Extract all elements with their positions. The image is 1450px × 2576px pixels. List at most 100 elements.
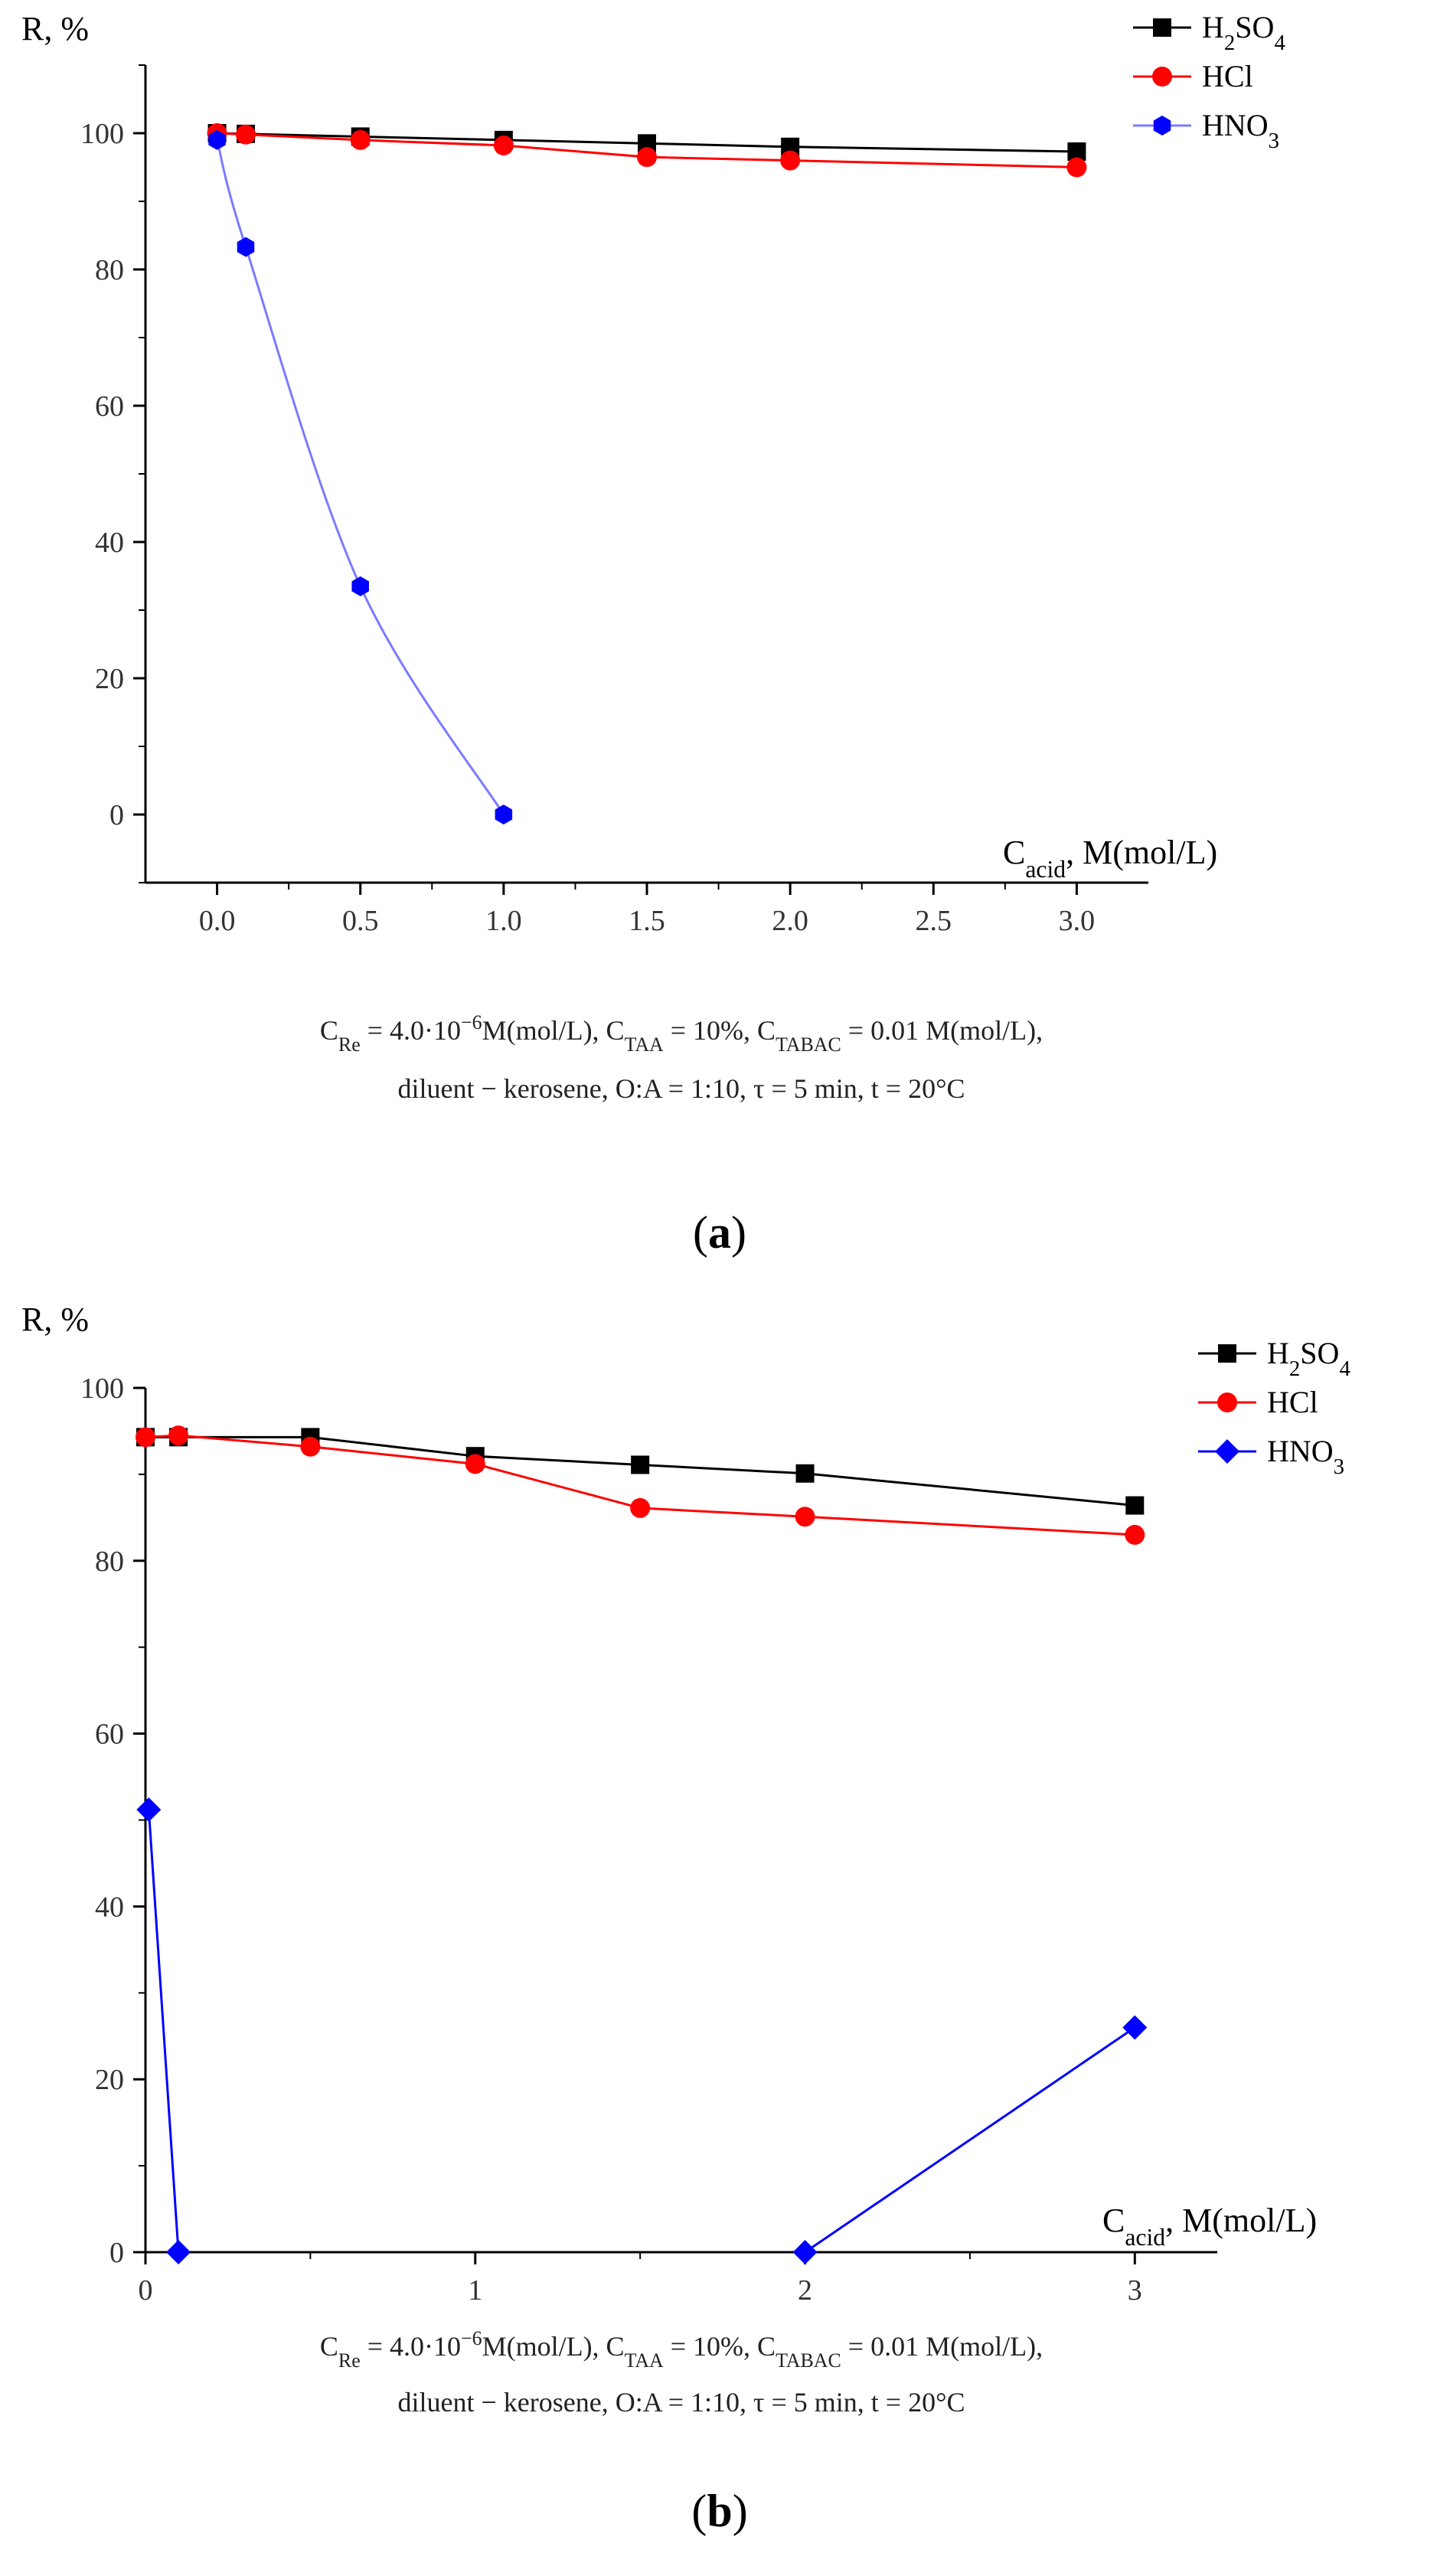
y-tick-label: 40 (95, 527, 124, 559)
legend-marker (1215, 1439, 1239, 1464)
data-point (1125, 1524, 1145, 1545)
y-axis-label: R, % (21, 10, 89, 47)
conditions-line-1-part: Re (338, 1033, 361, 1056)
x-tick-label: 2.0 (772, 905, 808, 937)
panel-label: (a) (693, 1207, 746, 1258)
legend-label-part: 4 (1274, 31, 1285, 55)
legend-label-part: SO (1300, 1336, 1339, 1370)
conditions-line-1-part: = 10%, C (664, 1015, 776, 1046)
y-tick-label: 100 (80, 1373, 124, 1405)
data-point (795, 1464, 815, 1483)
data-point (1066, 157, 1087, 178)
legend-marker (1153, 116, 1171, 135)
y-tick-label: 20 (95, 663, 124, 695)
series-line (147, 1809, 180, 2253)
legend-label: HCl (1202, 59, 1253, 93)
x-axis-label-part: , M(mol/L) (1165, 2202, 1317, 2239)
data-point (495, 805, 513, 824)
legend-label: HNO3 (1267, 1434, 1344, 1479)
series-hno3 (136, 1797, 1148, 2264)
y-tick-label: 40 (95, 1891, 124, 1923)
legend-label-part: HNO (1202, 108, 1269, 142)
legend-label-part: SO (1235, 10, 1274, 44)
legend-label-part: HCl (1267, 1385, 1318, 1419)
conditions-line-1-part: C (320, 1015, 338, 1046)
x-tick-label: 2.5 (916, 905, 952, 937)
x-tick-label: 1.0 (485, 905, 522, 937)
x-tick-label: 0.0 (199, 905, 236, 937)
panel-label-part: ) (733, 2486, 748, 2536)
conditions-line-1: CRe = 4.0·10−6M(mol/L), CTAA = 10%, CTAB… (320, 1011, 1043, 1056)
conditions-line-1-part: −6 (461, 1011, 482, 1033)
legend-label: HNO3 (1202, 108, 1279, 153)
panel-label-part: ) (731, 1207, 746, 1258)
legend-label-part: 3 (1269, 129, 1279, 153)
y-tick-label: 0 (109, 799, 124, 831)
legend-label-part: 2 (1289, 1357, 1300, 1381)
data-point (136, 1427, 155, 1448)
data-point (136, 1797, 162, 1822)
conditions-line-1-part: Re (338, 2349, 361, 2372)
legend-label-part: 3 (1334, 1455, 1344, 1479)
legend-item-hcl: HCl (1133, 59, 1253, 93)
x-tick-label: 1.5 (629, 905, 665, 937)
legend-item-h2so4: H2SO4 (1198, 1336, 1350, 1381)
conditions-line-1-part: −6 (461, 2327, 482, 2349)
conditions-line-1-part: TAA (625, 1033, 664, 1056)
data-point (351, 576, 369, 596)
data-point (780, 150, 801, 171)
chart-a: 0 20 40 60 80 100 0.0 0.5 1.0 1.5 2.0 2.5 3.0 R, % Cac… (21, 10, 1285, 1258)
data-point (168, 1425, 189, 1446)
legend-item-hcl: HCl (1198, 1385, 1318, 1419)
legend-label-part: HCl (1202, 59, 1253, 93)
data-point (792, 2240, 818, 2264)
legend-label-part: 2 (1224, 31, 1235, 55)
conditions-line-1-part: = 0.01 M(mol/L), (841, 2331, 1043, 2362)
data-point (1122, 2015, 1148, 2040)
y-tick-label: 60 (95, 390, 124, 423)
conditions-line-1-part: TAA (625, 2349, 664, 2372)
data-point (1125, 1496, 1145, 1515)
conditions-line-2: diluent − kerosene, O:A = 1:10, τ = 5 mi… (397, 2387, 965, 2418)
x-axis-label-part: acid (1125, 2224, 1165, 2251)
panel-label-part: ( (691, 2486, 707, 2536)
x-tick-label: 2 (798, 2274, 812, 2307)
legend-label-part: H (1202, 10, 1224, 44)
x-axis-label: Cacid, M(mol/L) (1003, 834, 1217, 883)
data-point (637, 147, 657, 168)
conditions-line-1-part: M(mol/L), C (482, 2331, 625, 2362)
data-point (237, 237, 255, 257)
legend-label: H2SO4 (1202, 10, 1285, 55)
panel-label-part: a (708, 1207, 731, 1258)
conditions-line-1-part: TABAC (776, 2349, 841, 2372)
y-tick-label: 80 (95, 1546, 124, 1578)
conditions-line-1-part: TABAC (776, 1033, 841, 1056)
conditions-line-1-part: = 4.0·10 (361, 2331, 461, 2362)
data-point (630, 1497, 651, 1518)
data-point (208, 129, 226, 150)
series-hno3 (208, 129, 513, 824)
legend-label-part: HNO (1267, 1434, 1334, 1468)
x-axis-label-part: C (1102, 2202, 1125, 2239)
y-axis-label: R, % (21, 1301, 89, 1338)
conditions-line-1-part: = 4.0·10 (361, 1015, 461, 1046)
legend-marker (1152, 67, 1172, 87)
data-point (631, 1455, 650, 1474)
legend-marker (1217, 1392, 1237, 1412)
series-line (804, 2026, 1136, 2254)
data-point (236, 124, 256, 145)
legend-label-part: H (1267, 1336, 1289, 1370)
panel-label-part: ( (693, 1207, 708, 1258)
legend-label: H2SO4 (1267, 1336, 1350, 1381)
x-tick-label: 3.0 (1059, 905, 1096, 937)
legend-label: HCl (1267, 1385, 1318, 1419)
legend-marker (1153, 18, 1171, 37)
x-axis-label-part: , M(mol/L) (1066, 834, 1217, 871)
data-point (465, 1454, 485, 1474)
y-tick-label: 20 (95, 2064, 124, 2096)
conditions-line-1-part: = 0.01 M(mol/L), (841, 1015, 1043, 1046)
y-tick-label: 60 (95, 1719, 124, 1751)
conditions-line-1: CRe = 4.0·10−6M(mol/L), CTAA = 10%, CTAB… (320, 2327, 1043, 2372)
